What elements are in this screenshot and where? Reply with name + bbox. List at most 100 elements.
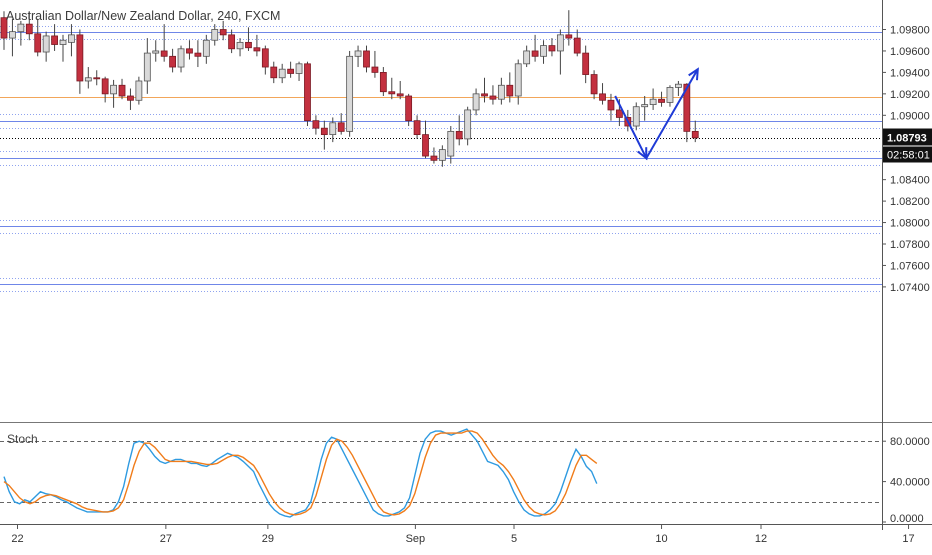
stoch-tick-label-2: 0.0000 <box>890 513 924 525</box>
candle-body-9 <box>76 34 84 82</box>
candle-body-17 <box>143 52 151 82</box>
candle-69 <box>582 45 590 84</box>
candle-body-60 <box>506 84 514 97</box>
candle-17 <box>143 38 151 94</box>
candle-8 <box>68 24 75 57</box>
price-tick-label-8: 1.08000 <box>890 218 930 230</box>
candle-65 <box>548 38 556 57</box>
candle-body-55 <box>464 109 472 140</box>
price-tick-label-6: 1.08400 <box>890 175 930 187</box>
arrowhead-down <box>637 147 648 161</box>
candle-body-24 <box>202 39 210 57</box>
candle-body-78 <box>658 98 665 103</box>
candle-body-71 <box>599 93 606 101</box>
candle-body-69 <box>582 52 590 75</box>
candle-body-53 <box>447 130 455 157</box>
candle-body-21 <box>177 48 185 68</box>
stoch-tick-label-0: 80.0000 <box>890 436 930 448</box>
candle-body-64 <box>540 45 547 57</box>
candle-body-6 <box>51 35 58 45</box>
candle-75 <box>632 102 640 131</box>
candle-body-13 <box>110 84 117 95</box>
price-tick-label-0: 1.09800 <box>890 25 930 37</box>
candle-41 <box>346 50 354 137</box>
candle-81 <box>683 83 691 143</box>
candle-body-27 <box>228 34 236 50</box>
candle-body-61 <box>514 63 522 97</box>
candle-body-35 <box>295 63 303 74</box>
candle-63 <box>531 34 539 62</box>
candle-body-49 <box>413 120 421 136</box>
candle-82 <box>691 120 699 143</box>
candle-76 <box>641 95 649 121</box>
candle-21 <box>177 45 185 73</box>
candle-62 <box>523 45 531 68</box>
candle-body-45 <box>379 72 387 93</box>
candle-body-12 <box>101 78 109 95</box>
candle-7 <box>59 34 67 62</box>
candle-42 <box>354 45 362 68</box>
candle-55 <box>464 106 472 146</box>
candle-27 <box>228 29 236 54</box>
candle-body-50 <box>422 134 429 157</box>
candle-body-30 <box>253 47 261 52</box>
candle-33 <box>278 63 286 84</box>
candle-body-39 <box>329 122 337 136</box>
candle-34 <box>287 61 295 78</box>
candle-body-40 <box>337 122 345 132</box>
candle-body-81 <box>683 83 691 132</box>
price-tick-label-11: 1.07400 <box>890 282 930 294</box>
candle-48 <box>405 93 413 127</box>
candles <box>0 10 699 167</box>
candle-59 <box>497 77 505 105</box>
candle-body-25 <box>211 29 219 41</box>
candle-body-29 <box>245 41 252 49</box>
candle-15 <box>127 88 134 110</box>
candle-body-52 <box>438 149 446 161</box>
candle-body-63 <box>531 50 539 57</box>
stoch-label: Stoch <box>7 432 38 446</box>
candle-body-48 <box>405 95 413 122</box>
candle-38 <box>320 120 328 150</box>
candle-body-22 <box>186 48 193 54</box>
candle-body-43 <box>363 50 370 68</box>
candle-44 <box>371 50 379 78</box>
candle-80 <box>675 80 682 96</box>
candle-71 <box>599 83 606 105</box>
candle-28 <box>236 38 244 57</box>
candle-16 <box>135 76 143 105</box>
candle-24 <box>202 34 210 64</box>
candle-body-51 <box>430 155 438 161</box>
candle-body-4 <box>34 33 42 53</box>
candle-body-79 <box>666 87 674 103</box>
candle-14 <box>118 78 126 100</box>
time-tick-label-2: 29 <box>262 533 274 545</box>
candle-61 <box>514 59 522 105</box>
candle-body-58 <box>489 95 497 100</box>
current-price-badge <box>883 128 932 146</box>
candle-40 <box>337 113 345 135</box>
candle-49 <box>413 115 421 139</box>
candle-4 <box>34 18 42 57</box>
candle-45 <box>379 67 387 96</box>
candle-body-2 <box>17 23 25 33</box>
time-tick-label-5: 10 <box>655 533 667 545</box>
candle-19 <box>160 24 168 62</box>
candle-6 <box>51 24 58 51</box>
candle-64 <box>540 40 547 64</box>
candle-12 <box>101 76 109 103</box>
candle-body-31 <box>261 48 269 68</box>
candle-2 <box>17 20 25 46</box>
candle-body-67 <box>565 34 573 39</box>
candle-35 <box>295 61 303 81</box>
countdown-text: 02:58:01 <box>887 150 930 162</box>
candle-5 <box>42 31 50 62</box>
price-tick-label-7: 1.08200 <box>890 196 930 208</box>
candle-3 <box>25 11 33 41</box>
candle-body-80 <box>675 83 682 88</box>
candle-body-33 <box>278 68 286 79</box>
candle-9 <box>76 29 84 94</box>
